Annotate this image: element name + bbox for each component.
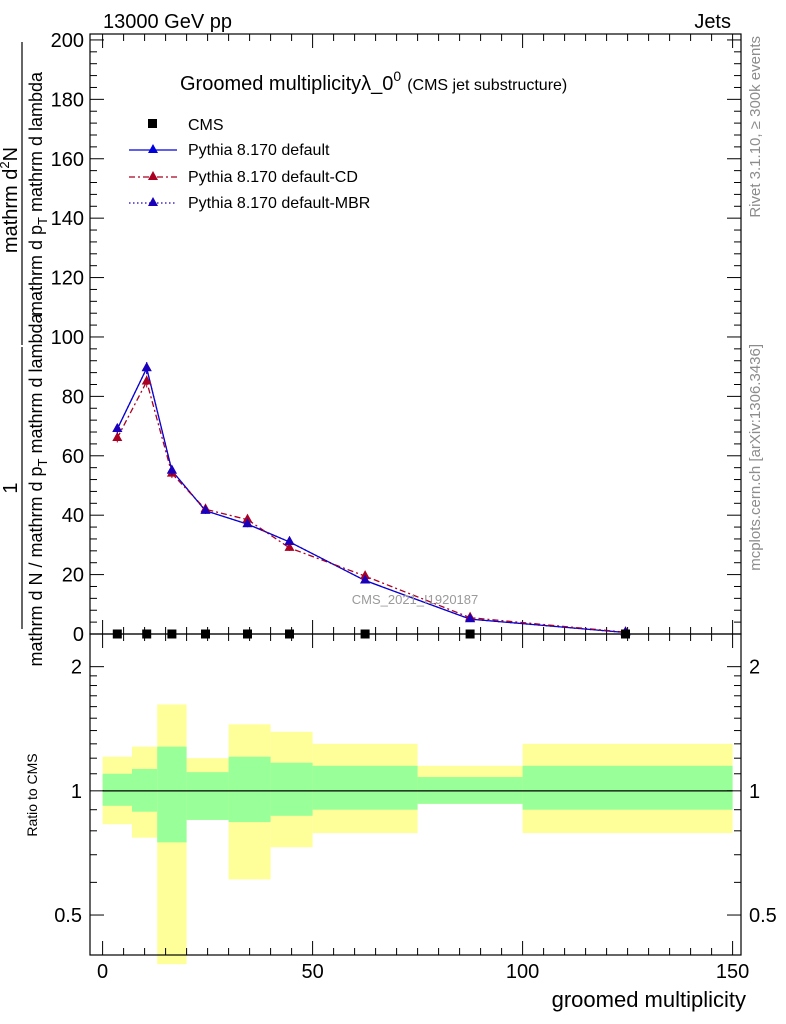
ratio-y-tick-label-left: 1 bbox=[71, 781, 82, 803]
main-y-tick-label: 200 bbox=[51, 30, 84, 52]
ratio-inner-band-2 bbox=[157, 746, 187, 843]
legend-marker-cms bbox=[148, 119, 157, 128]
ratio-inner-band-0 bbox=[102, 773, 132, 806]
main-y-tick-label: 20 bbox=[62, 565, 84, 587]
ratio-y-tick-label-right: 0.5 bbox=[749, 905, 777, 927]
plot-title-sup: 0 bbox=[393, 68, 401, 84]
main-y-axis-label: 1 mathrm d N / mathrm d pT mathrm d lamb… bbox=[0, 42, 50, 667]
legend-label-default: Pythia 8.170 default bbox=[188, 142, 330, 159]
series-point-mbr bbox=[166, 464, 177, 474]
x-tick-label: 100 bbox=[506, 961, 539, 983]
series-point-cd bbox=[284, 541, 295, 551]
series-point-mbr bbox=[284, 535, 295, 545]
legend-label-mbr: Pythia 8.170 default-MBR bbox=[188, 195, 370, 212]
x-tick-label: 150 bbox=[716, 961, 749, 983]
x-tick-label: 0 bbox=[97, 961, 108, 983]
ratio-y-axis-label: Ratio to CMS bbox=[24, 753, 40, 836]
ratio-inner-band-8 bbox=[522, 765, 733, 810]
series-point-mbr bbox=[242, 518, 253, 528]
x-axis-label: groomed multiplicity bbox=[552, 987, 746, 1012]
main-plot-panel: 0 20 40 60 80 100 120 140 160 180 200 bbox=[51, 30, 742, 646]
main-y-tick-label: 160 bbox=[51, 149, 84, 171]
ratio-y-tick-label-left: 2 bbox=[71, 657, 82, 679]
ratio-y-tick-label-left: 0.5 bbox=[54, 905, 82, 927]
series-point-mbr bbox=[112, 423, 123, 433]
series-point-mbr bbox=[465, 613, 476, 623]
main-y-tick-label: 40 bbox=[62, 505, 84, 527]
legend-label-cd: Pythia 8.170 default-CD bbox=[188, 169, 358, 186]
series-point-mbr bbox=[360, 574, 371, 584]
ratio-plot-frame bbox=[89, 633, 742, 956]
main-y-tick-label: 100 bbox=[51, 327, 84, 349]
main-y-tick-label: 120 bbox=[51, 268, 84, 290]
legend: CMS Pythia 8.170 default Pythia 8.170 de… bbox=[129, 117, 370, 212]
legend-marker-mbr bbox=[148, 197, 158, 206]
main-y-tick-label: 180 bbox=[51, 89, 84, 111]
series-point-cd bbox=[141, 375, 152, 385]
rivet-version-label: Rivet 3.1.10, ≥ 300k events bbox=[747, 36, 764, 218]
analysis-watermark: CMS_2021_I1920187 bbox=[352, 592, 479, 607]
plot-title-main: Groomed multiplicityλ_0 bbox=[180, 73, 393, 95]
ylabel-denominator: mathrm d pT mathrm d lambda bbox=[26, 71, 50, 316]
ratio-plot-panel: 0 50 100 150 0.5 0.5 1 1 2 2 bbox=[54, 633, 777, 983]
legend-marker-default bbox=[148, 144, 158, 153]
legend-label-cms: CMS bbox=[188, 117, 224, 134]
ylabel-prefactor-denominator: mathrm d N / mathrm d pT mathrm d lambda bbox=[26, 312, 50, 666]
ratio-inner-band-4 bbox=[228, 756, 271, 823]
ratio-y-tick-label-right: 1 bbox=[749, 781, 760, 803]
header-energy-label: 13000 GeV pp bbox=[103, 11, 232, 33]
ylabel-numerator: mathrm d2N bbox=[0, 147, 22, 253]
plot-title: Groomed multiplicityλ_00 (CMS jet substru… bbox=[180, 68, 567, 95]
ratio-inner-band-6 bbox=[312, 765, 418, 810]
series-point-mbr bbox=[141, 362, 152, 372]
series-point-mbr bbox=[200, 504, 211, 514]
header-jets-label: Jets bbox=[694, 11, 731, 33]
main-y-tick-label: 140 bbox=[51, 208, 84, 230]
legend-marker-cd bbox=[148, 171, 158, 180]
main-y-tick-label: 0 bbox=[73, 624, 84, 646]
plot-title-note: (CMS jet substructure) bbox=[407, 77, 567, 94]
series-point-cd bbox=[112, 431, 123, 441]
x-tick-label: 50 bbox=[301, 961, 323, 983]
main-y-tick-label: 80 bbox=[62, 386, 84, 408]
mcplots-reference-label: mcplots.cern.ch [arXiv:1306.3436] bbox=[747, 344, 764, 571]
main-y-tick-label: 60 bbox=[62, 446, 84, 468]
ylabel-prefactor-numerator: 1 bbox=[0, 482, 22, 493]
ratio-inner-band-3 bbox=[186, 772, 229, 820]
ratio-inner-band-5 bbox=[270, 762, 313, 816]
ratio-y-tick-label-right: 2 bbox=[749, 657, 760, 679]
series-line-cd bbox=[116, 379, 626, 633]
